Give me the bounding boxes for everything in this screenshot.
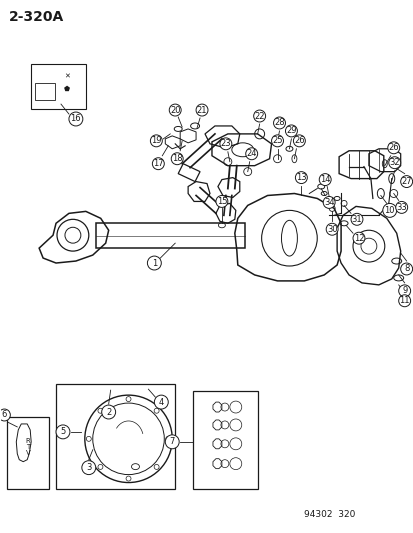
Text: 2: 2 (106, 408, 111, 416)
Text: 31: 31 (351, 215, 361, 224)
Text: 1: 1 (151, 259, 157, 268)
Text: R: R (26, 438, 31, 444)
Circle shape (285, 125, 297, 137)
Text: 3: 3 (86, 463, 91, 472)
Text: 23: 23 (220, 139, 230, 148)
Circle shape (387, 142, 399, 154)
Circle shape (400, 175, 412, 188)
Text: 4: 4 (158, 398, 164, 407)
Circle shape (152, 158, 164, 169)
Text: 16: 16 (70, 115, 81, 124)
Text: ✕: ✕ (64, 73, 70, 79)
Text: 32: 32 (389, 158, 399, 167)
Circle shape (398, 295, 410, 306)
Circle shape (98, 408, 103, 413)
Text: 27: 27 (400, 177, 411, 186)
Text: ⬟: ⬟ (64, 86, 70, 92)
Text: 8: 8 (403, 264, 408, 273)
Circle shape (126, 476, 131, 481)
Text: 24: 24 (246, 149, 256, 158)
Text: 12: 12 (353, 233, 363, 243)
Text: 15: 15 (216, 197, 227, 206)
Circle shape (196, 104, 207, 116)
Text: 19: 19 (151, 136, 161, 146)
Text: 34: 34 (323, 198, 334, 207)
Circle shape (154, 464, 159, 470)
Text: 26: 26 (387, 143, 398, 152)
Circle shape (400, 263, 412, 275)
Text: 29: 29 (285, 126, 296, 135)
Circle shape (382, 204, 396, 217)
Text: 5: 5 (60, 427, 65, 437)
Text: 22: 22 (254, 111, 264, 120)
Circle shape (395, 201, 407, 213)
Circle shape (352, 232, 364, 244)
Circle shape (171, 153, 183, 165)
Text: 2-320A: 2-320A (9, 10, 64, 24)
Circle shape (0, 409, 10, 421)
Circle shape (102, 405, 115, 419)
Circle shape (253, 110, 265, 122)
Text: 25: 25 (272, 136, 282, 146)
Text: 18: 18 (171, 154, 182, 163)
Text: 10: 10 (384, 206, 394, 215)
Circle shape (165, 435, 179, 449)
Circle shape (165, 437, 170, 441)
Circle shape (318, 174, 330, 185)
Text: T: T (26, 444, 30, 450)
Circle shape (219, 138, 231, 150)
Circle shape (245, 148, 257, 160)
Text: 30: 30 (326, 225, 337, 234)
Text: 33: 33 (395, 203, 406, 212)
Text: 20: 20 (170, 106, 180, 115)
Text: 26: 26 (293, 136, 304, 146)
Circle shape (323, 197, 335, 208)
Circle shape (398, 285, 410, 297)
Circle shape (126, 397, 131, 401)
Text: 7: 7 (169, 437, 175, 446)
Text: 14: 14 (319, 175, 330, 184)
Text: 21: 21 (196, 106, 207, 115)
Circle shape (56, 425, 70, 439)
Circle shape (169, 104, 181, 116)
Circle shape (273, 117, 285, 129)
Circle shape (295, 172, 306, 183)
Text: 11: 11 (399, 296, 409, 305)
Circle shape (325, 223, 337, 235)
Text: 17: 17 (153, 159, 163, 168)
Text: 9: 9 (401, 286, 406, 295)
Circle shape (82, 461, 95, 474)
Circle shape (271, 135, 283, 147)
Circle shape (216, 196, 227, 207)
Circle shape (147, 256, 161, 270)
Circle shape (98, 464, 103, 470)
Circle shape (388, 157, 400, 168)
Text: 28: 28 (273, 118, 284, 127)
Text: V: V (26, 450, 31, 456)
Text: 6: 6 (2, 410, 7, 419)
Circle shape (150, 135, 162, 147)
Circle shape (350, 213, 362, 225)
Circle shape (293, 135, 305, 147)
Circle shape (154, 395, 168, 409)
Circle shape (69, 112, 83, 126)
Circle shape (86, 437, 91, 441)
Text: 94302  320: 94302 320 (304, 510, 355, 519)
Circle shape (154, 408, 159, 413)
Text: 13: 13 (295, 173, 306, 182)
